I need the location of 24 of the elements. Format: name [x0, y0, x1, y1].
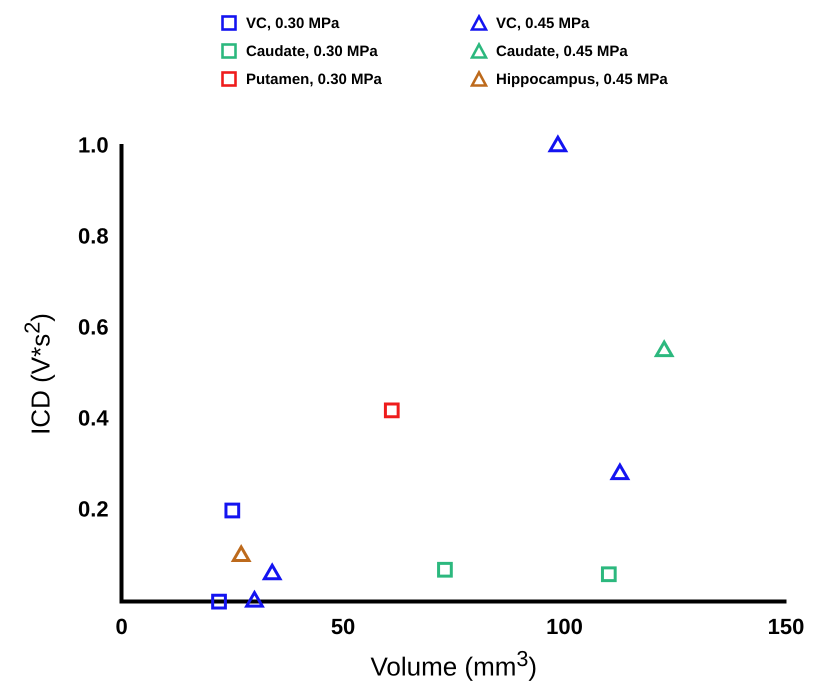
x-tick-label: 150 — [768, 614, 804, 639]
y-tick-label: 1.0 — [78, 132, 109, 158]
point — [211, 594, 227, 610]
legend-label: Putamen, 0.30 MPa — [246, 70, 382, 88]
legend-label: Caudate, 0.45 MPa — [496, 42, 628, 60]
x-tick-label: 0 — [115, 614, 128, 639]
x-axis-title: Volume (mm$^{3}$) — [370, 646, 538, 683]
y-tick-label: 0.2 — [78, 496, 109, 522]
legend-label: Caudate, 0.30 MPa — [246, 42, 378, 60]
x-tick-label: 50 — [330, 614, 356, 639]
legend-label: VC, 0.30 MPa — [246, 14, 340, 32]
point — [600, 566, 617, 582]
legend-label: Hippocampus, 0.45 MPa — [496, 70, 668, 88]
point — [548, 136, 568, 152]
y-tick-label: 0.4 — [78, 406, 110, 431]
point — [224, 502, 240, 518]
point — [437, 562, 453, 578]
y-tick-label: 0.8 — [78, 223, 109, 248]
point — [654, 340, 674, 358]
legend-label: VC, 0.45 MPa — [496, 14, 590, 32]
point — [610, 464, 630, 480]
point — [384, 402, 400, 418]
y-tick-label: 0.6 — [78, 314, 109, 340]
x-tick-label: 100 — [546, 614, 583, 639]
